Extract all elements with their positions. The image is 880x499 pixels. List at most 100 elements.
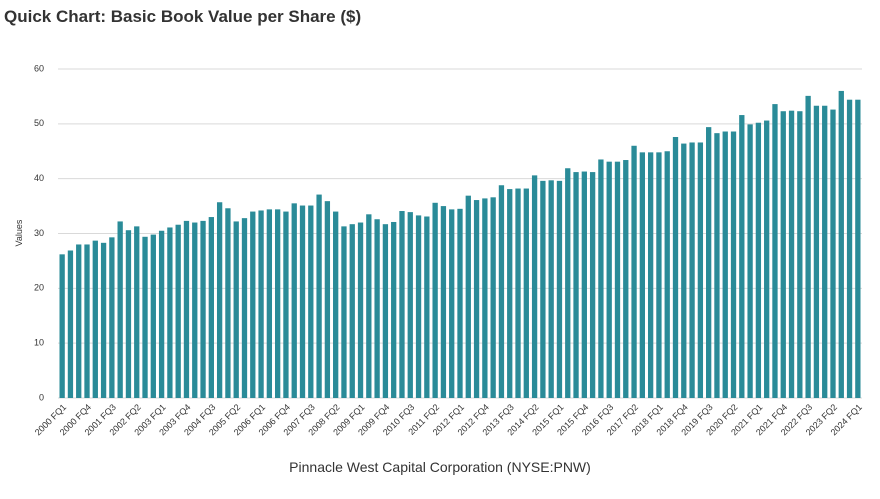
- bar: [324, 201, 331, 398]
- y-tick-label: 10: [34, 338, 44, 348]
- chart-title: Quick Chart: Basic Book Value per Share …: [4, 7, 361, 26]
- bar: [540, 180, 546, 398]
- bar: [415, 215, 422, 398]
- bar: [805, 95, 811, 398]
- bar: [100, 242, 107, 398]
- bar: [349, 224, 355, 398]
- bar: [714, 133, 720, 398]
- bar: [647, 152, 654, 398]
- bar: [772, 104, 778, 399]
- bar: [681, 143, 687, 398]
- bar: [838, 90, 844, 398]
- bar: [308, 205, 314, 398]
- bar: [507, 189, 513, 398]
- bar: [598, 159, 604, 398]
- bar: [730, 131, 737, 398]
- bar: [299, 205, 306, 398]
- bar: [846, 99, 853, 398]
- bar: [490, 197, 496, 398]
- bar: [274, 209, 281, 398]
- bar: [76, 244, 82, 398]
- bar: [457, 208, 463, 398]
- bar: [764, 120, 770, 398]
- bar: [67, 250, 74, 398]
- bar: [241, 218, 248, 398]
- x-axis-label: Pinnacle West Capital Corporation (NYSE:…: [289, 459, 591, 475]
- bar: [357, 222, 364, 398]
- bar: [515, 188, 521, 398]
- bar: [117, 221, 123, 398]
- bar: [175, 224, 181, 398]
- bar: [498, 185, 505, 398]
- bar: [747, 124, 753, 399]
- bar: [424, 216, 430, 398]
- bar: [623, 160, 629, 398]
- bar: [697, 142, 704, 398]
- bar: [92, 240, 98, 398]
- bar: [266, 209, 273, 398]
- bar: [225, 208, 231, 398]
- bar: [664, 151, 670, 398]
- bar: [589, 172, 596, 398]
- bar: [565, 168, 571, 398]
- bar: [341, 226, 347, 398]
- bar: [150, 234, 156, 398]
- bar: [192, 222, 198, 398]
- bar: [689, 142, 695, 398]
- bar: [167, 227, 173, 398]
- bar: [482, 198, 488, 398]
- bar: [473, 200, 480, 398]
- bar: [523, 188, 529, 398]
- bar: [440, 206, 447, 398]
- bar: [283, 211, 289, 398]
- bar: [291, 203, 297, 398]
- bar: [780, 111, 786, 398]
- bar: [109, 237, 115, 398]
- bar: [755, 122, 762, 398]
- bar: [374, 219, 380, 398]
- bar: [250, 211, 256, 398]
- bar: [382, 224, 389, 398]
- bar: [333, 211, 339, 398]
- bar: [581, 171, 587, 398]
- bar: [158, 230, 165, 398]
- bar: [125, 230, 132, 398]
- bar: [200, 220, 206, 398]
- bar: [465, 195, 471, 398]
- bar: [830, 109, 836, 399]
- bar: [813, 105, 820, 398]
- bar: [672, 136, 679, 398]
- bar: [573, 172, 579, 398]
- bar: [183, 220, 190, 398]
- bar: [142, 236, 148, 398]
- bar: [855, 99, 861, 398]
- bar: [556, 180, 563, 398]
- y-tick-label: 30: [34, 228, 44, 238]
- bar: [531, 175, 538, 398]
- y-tick-label: 50: [34, 118, 44, 128]
- bar: [233, 221, 239, 398]
- bar: [432, 202, 438, 398]
- bar: [399, 211, 405, 398]
- bar: [631, 145, 637, 398]
- bar: [639, 152, 646, 398]
- bar: [722, 131, 728, 398]
- y-tick-label: 0: [39, 392, 44, 402]
- bar: [208, 217, 214, 398]
- bar: [134, 226, 140, 398]
- bar: [788, 110, 795, 398]
- bar: [449, 209, 455, 398]
- bar: [706, 127, 712, 398]
- bar: [739, 115, 745, 398]
- y-tick-label: 60: [34, 63, 44, 73]
- y-tick-label: 20: [34, 283, 44, 293]
- bar: [797, 111, 803, 398]
- bar: [614, 161, 621, 398]
- y-tick-label: 40: [34, 173, 44, 183]
- y-axis-label: Values: [14, 219, 24, 246]
- bar: [59, 254, 65, 398]
- bar: [391, 221, 397, 398]
- bar: [216, 202, 223, 398]
- bar: [84, 244, 90, 398]
- bar: [548, 180, 554, 398]
